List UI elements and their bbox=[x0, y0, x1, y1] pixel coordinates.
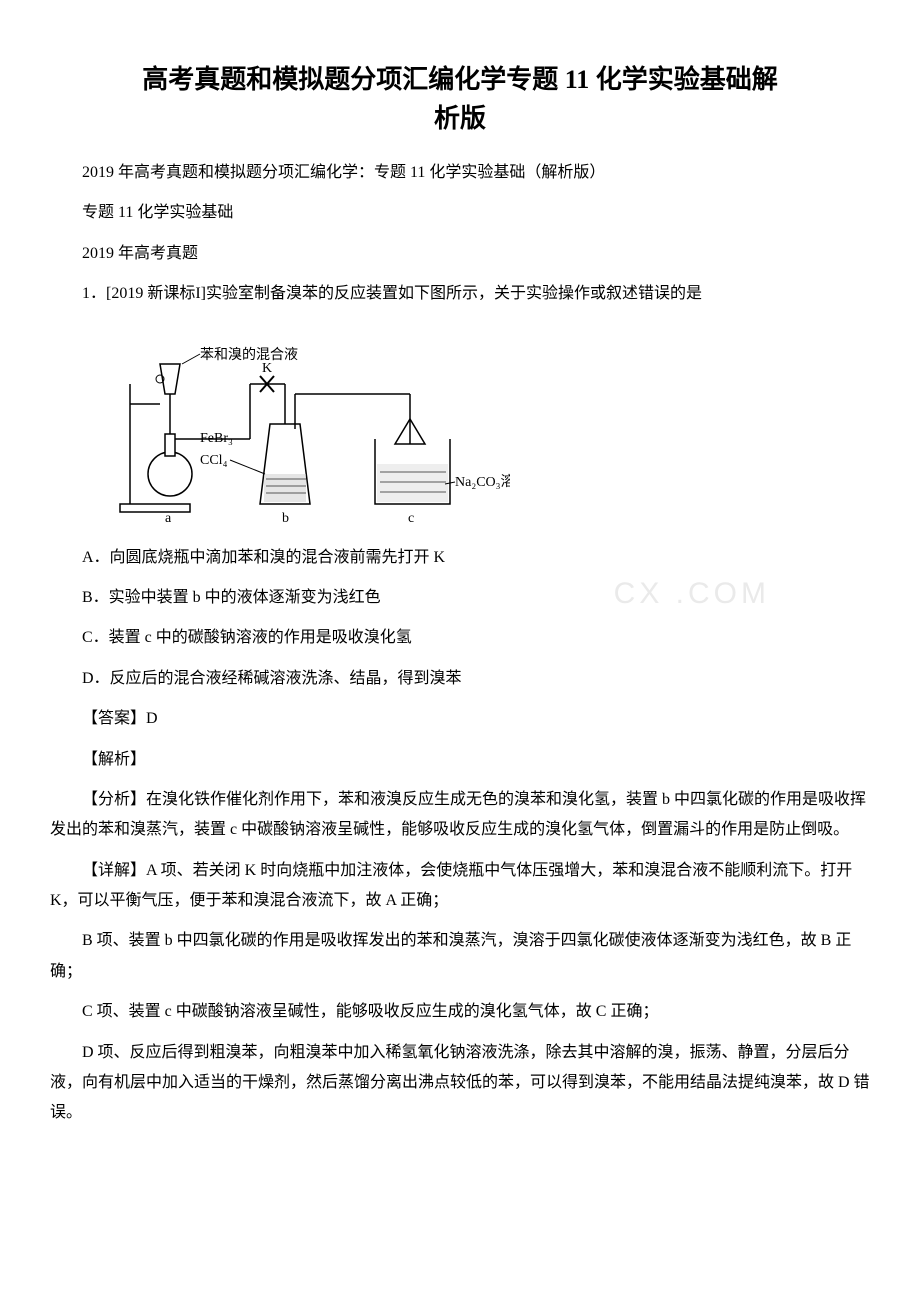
label-febr3: FeBr₃ bbox=[200, 431, 233, 446]
label-mix: 苯和溴的混合液 bbox=[200, 346, 298, 363]
detail-d: D 项、反应后得到粗溴苯，向粗溴苯中加入稀氢氧化钠溶液洗涤，除去其中溶解的溴，振… bbox=[50, 1038, 870, 1129]
title-line-2: 析版 bbox=[434, 104, 486, 133]
label-k: K bbox=[262, 361, 272, 376]
intro-3: 2019 年高考真题 bbox=[50, 239, 870, 269]
label-ccl4: CCl₄ bbox=[200, 453, 228, 468]
analysis-body: 【分析】在溴化铁作催化剂作用下，苯和液溴反应生成无色的溴苯和溴化氢，装置 b 中… bbox=[50, 785, 870, 846]
option-d: D．反应后的混合液经稀碱溶液洗涤、结晶，得到溴苯 bbox=[50, 664, 870, 694]
label-b: b bbox=[282, 511, 289, 524]
apparatus-diagram: K 苯和溴的混合液 FeBr₃ CCl₄ Na₂CO₃溶液 a b c bbox=[110, 324, 870, 529]
answer: 【答案】D bbox=[50, 704, 870, 734]
label-c: c bbox=[408, 511, 414, 524]
intro-2: 专题 11 化学实验基础 bbox=[50, 198, 870, 228]
detail-b: B 项、装置 b 中四氯化碳的作用是吸收挥发出的苯和溴蒸汽，溴溶于四氯化碳使液体… bbox=[50, 926, 870, 987]
analysis-heading: 【解析】 bbox=[50, 745, 870, 775]
detail-a: 【详解】A 项、若关闭 K 时向烧瓶中加注液体，会使烧瓶中气体压强增大，苯和溴混… bbox=[50, 856, 870, 917]
detail-c: C 项、装置 c 中碳酸钠溶液呈碱性，能够吸收反应生成的溴化氢气体，故 C 正确… bbox=[50, 997, 870, 1027]
option-c: C．装置 c 中的碳酸钠溶液的作用是吸收溴化氢 bbox=[50, 623, 870, 653]
title-line-1: 高考真题和模拟题分项汇编化学专题 11 化学实验基础解 bbox=[142, 65, 778, 94]
option-b: B．实验中装置 b 中的液体逐渐变为浅红色 bbox=[50, 583, 870, 613]
option-a: A．向圆底烧瓶中滴加苯和溴的混合液前需先打开 K bbox=[50, 543, 870, 573]
label-a: a bbox=[165, 511, 172, 524]
question-stem: 1．[2019 新课标I]实验室制备溴苯的反应装置如下图所示，关于实验操作或叙述… bbox=[50, 279, 870, 309]
intro-1: 2019 年高考真题和模拟题分项汇编化学：专题 11 化学实验基础（解析版） bbox=[50, 158, 870, 188]
label-na2co3-t: Na₂CO₃溶液 bbox=[455, 474, 510, 490]
